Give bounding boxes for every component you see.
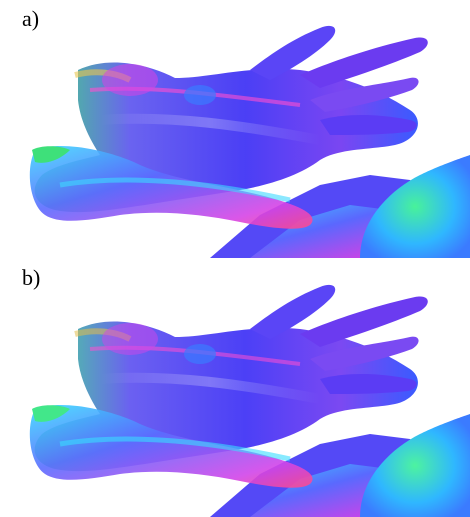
figure-panel-b: b) (0, 259, 470, 517)
panel-label-b: b) (22, 265, 41, 290)
panel-label-a: a) (22, 6, 40, 31)
figure-panel-a: a) (0, 0, 470, 258)
dragon-normal-map-render-b (29, 284, 470, 517)
dragon-normal-map-render-a (29, 25, 470, 258)
